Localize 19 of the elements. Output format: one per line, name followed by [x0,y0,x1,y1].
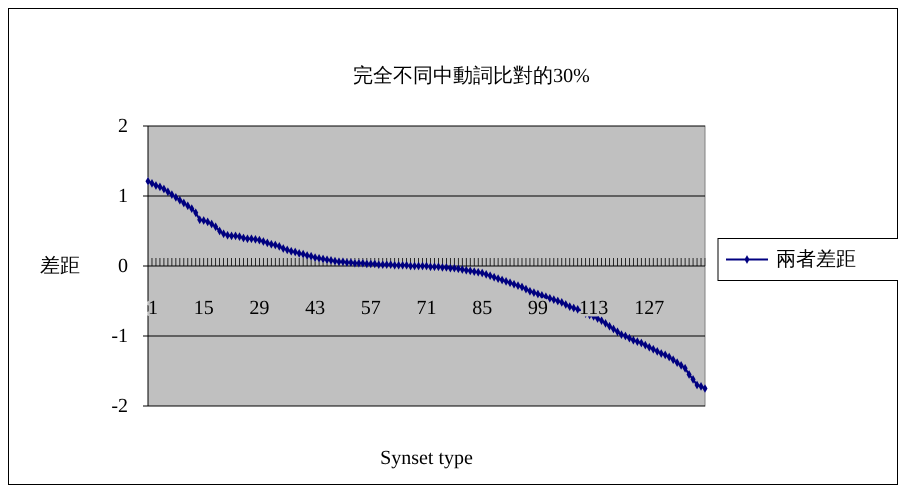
y-tick-label: 1 [118,185,128,207]
x-tick-label: 85 [472,297,492,319]
y-tick-label: -1 [111,325,128,347]
y-tick-label: 0 [118,255,128,277]
x-tick-label: 71 [416,297,436,319]
y-tick-label: -2 [111,395,128,417]
legend-label: 兩者差距 [776,248,856,270]
x-tick-label: 57 [360,297,381,319]
x-tick-label: 113 [578,297,608,319]
x-tick-label: 15 [194,297,214,319]
x-tick-label: 1 [148,297,158,319]
x-tick-label: 43 [305,297,326,319]
x-tick-label: 29 [249,297,270,319]
chart-title: 完全不同中動詞比對的30% [353,64,590,87]
x-axis-title: Synset type [380,447,474,469]
x-tick-label: 127 [634,297,664,319]
y-axis-title: 差距 [40,255,80,277]
y-tick-label: 2 [118,115,128,137]
x-tick-label: 99 [528,297,548,319]
